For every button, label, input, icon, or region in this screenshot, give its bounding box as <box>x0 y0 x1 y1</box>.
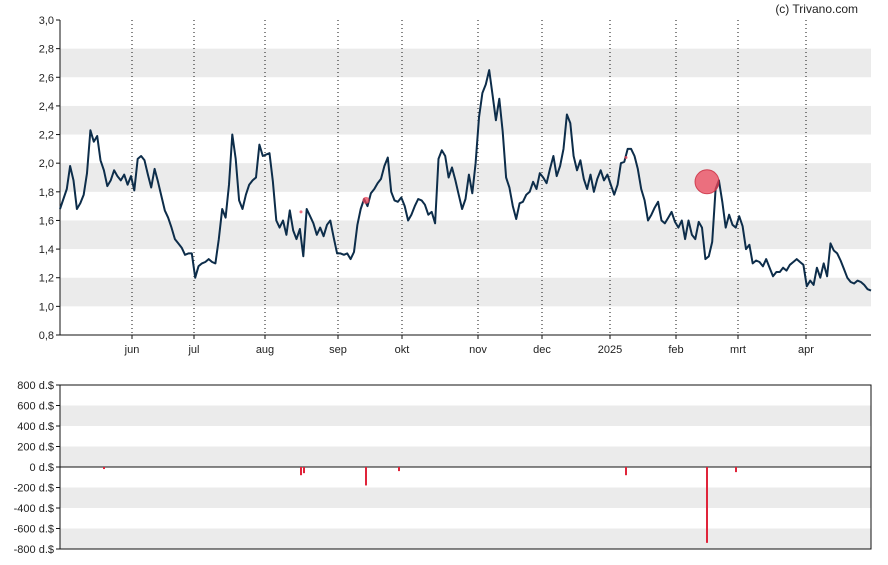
price-chart-panel: jun jul aug sep okt nov dec 2025 feb mrt apr 3,0 2,8… <box>39 15 872 356</box>
y-tick-label: 2,0 <box>39 158 54 170</box>
y-tick-label: 1,6 <box>39 215 54 227</box>
volume-band-stripe <box>60 405 871 426</box>
y-tick-label: 1,4 <box>39 244 54 256</box>
x-tick-label: mrt <box>730 344 746 356</box>
transaction-marker <box>694 169 720 195</box>
price-band-stripe <box>60 277 871 307</box>
volume-y-tick-label: 400 d.$ <box>17 421 54 433</box>
y-tick-label: 2,2 <box>39 130 54 142</box>
x-tick-label: okt <box>395 344 410 356</box>
price-band-stripe <box>60 48 871 78</box>
trivano-credit: (c) Trivano.com <box>775 2 858 16</box>
transaction-marker <box>299 210 303 214</box>
y-tick-label: 3,0 <box>39 15 54 27</box>
volume-y-tick-label: 600 d.$ <box>17 401 54 413</box>
volume-y-tick-label: -800 d.$ <box>14 544 54 556</box>
x-tick-label: jun <box>124 344 140 356</box>
price-band-stripe <box>60 163 871 192</box>
y-tick-label: 1,2 <box>39 273 54 285</box>
transaction-marker <box>362 196 370 204</box>
volume-y-tick-label: 800 d.$ <box>17 380 54 392</box>
x-tick-label: 2025 <box>598 344 622 356</box>
x-tick-label: nov <box>469 344 487 356</box>
volume-y-tick-label: -600 d.$ <box>14 524 54 536</box>
volume-band-stripe <box>60 446 871 467</box>
y-tick-label: 1,0 <box>39 301 54 313</box>
volume-band-stripe <box>60 528 871 549</box>
price-line <box>59 69 872 292</box>
transaction-marker <box>624 155 628 159</box>
y-tick-label: 2,4 <box>39 101 54 113</box>
y-tick-label: 2,6 <box>39 72 54 84</box>
x-tick-label: aug <box>256 344 274 356</box>
insider-transactions-panel: 800 d.$ 600 d.$ 400 d.$ 200 d.$ 0 d.$ -200 d.… <box>14 380 872 556</box>
x-tick-label: apr <box>798 344 814 356</box>
y-tick-label: 1,8 <box>39 187 54 199</box>
volume-y-tick-label: 200 d.$ <box>17 442 54 454</box>
x-tick-label: sep <box>329 344 347 356</box>
volume-y-tick-label: -400 d.$ <box>14 503 54 515</box>
y-tick-label: 2,8 <box>39 44 54 56</box>
volume-band-stripe <box>60 487 871 508</box>
volume-y-tick-label: -200 d.$ <box>14 483 54 495</box>
x-tick-label: feb <box>668 344 683 356</box>
price-band-stripe <box>60 105 871 135</box>
x-tick-label: dec <box>533 344 551 356</box>
x-tick-label: jul <box>187 344 199 356</box>
y-tick-label: 0,8 <box>39 330 54 342</box>
volume-y-tick-label: 0 d.$ <box>30 462 54 474</box>
